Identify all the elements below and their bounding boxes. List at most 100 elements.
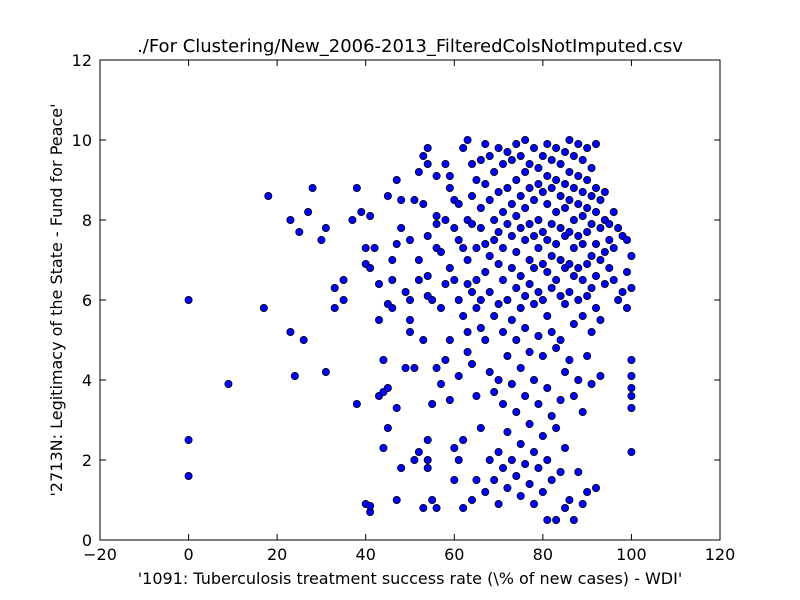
data-point	[530, 231, 539, 240]
data-point	[534, 287, 543, 296]
data-point	[569, 183, 578, 192]
data-point	[578, 275, 587, 284]
data-point	[543, 516, 552, 525]
data-point	[565, 227, 574, 236]
data-point	[574, 467, 583, 476]
data-point	[525, 279, 534, 288]
x-tick-label: 40	[356, 545, 376, 564]
data-point	[538, 431, 547, 440]
data-point	[534, 215, 543, 224]
data-point	[516, 303, 525, 312]
data-point	[574, 199, 583, 208]
data-point	[436, 247, 445, 256]
data-point	[614, 223, 623, 232]
data-point	[552, 143, 561, 152]
data-point	[419, 335, 428, 344]
data-point	[583, 487, 592, 496]
data-point	[605, 219, 614, 228]
data-point	[405, 235, 414, 244]
data-point	[512, 211, 521, 220]
data-point	[419, 503, 428, 512]
data-point	[503, 295, 512, 304]
data-point	[507, 315, 516, 324]
data-point	[507, 199, 516, 208]
data-point	[490, 167, 499, 176]
data-point	[436, 303, 445, 312]
data-point	[401, 363, 410, 372]
data-point	[184, 471, 193, 480]
data-point	[605, 263, 614, 272]
data-point	[623, 303, 632, 312]
data-point	[614, 295, 623, 304]
data-point	[379, 443, 388, 452]
data-point	[587, 379, 596, 388]
data-point	[547, 251, 556, 260]
data-point	[397, 223, 406, 232]
data-point	[592, 483, 601, 492]
data-point	[543, 311, 552, 320]
x-axis-title: '1091: Tuberculosis treatment success ra…	[138, 569, 682, 588]
data-point	[352, 399, 361, 408]
data-point	[476, 203, 485, 212]
data-point	[485, 251, 494, 260]
data-point	[569, 516, 578, 525]
data-point	[472, 243, 481, 252]
data-point	[578, 407, 587, 416]
data-point	[467, 287, 476, 296]
data-point	[459, 311, 468, 320]
data-point	[450, 475, 459, 484]
data-point	[184, 295, 193, 304]
data-point	[321, 223, 330, 232]
data-point	[525, 255, 534, 264]
data-point	[569, 319, 578, 328]
data-point	[357, 207, 366, 216]
data-point	[552, 239, 561, 248]
data-point	[264, 191, 273, 200]
data-point	[534, 163, 543, 172]
data-point	[583, 175, 592, 184]
data-point	[498, 463, 507, 472]
data-point	[538, 259, 547, 268]
data-point	[423, 463, 432, 472]
data-point	[494, 375, 503, 384]
data-point	[623, 235, 632, 244]
data-point	[507, 379, 516, 388]
x-axis: −20 0 20 40 60 80 100 120	[83, 60, 735, 564]
data-point	[490, 215, 499, 224]
data-point	[423, 231, 432, 240]
data-point	[507, 455, 516, 464]
data-point	[370, 243, 379, 252]
data-point	[605, 235, 614, 244]
data-point	[627, 251, 636, 260]
data-point	[445, 183, 454, 192]
data-point	[569, 243, 578, 252]
data-point	[498, 275, 507, 284]
data-point	[481, 179, 490, 188]
data-point	[366, 211, 375, 220]
data-point	[410, 363, 419, 372]
data-point	[454, 455, 463, 464]
y-axis: 0 2 4 6 8 10 12	[72, 51, 720, 550]
data-point	[512, 283, 521, 292]
y-tick-label: 0	[82, 531, 92, 550]
data-point	[578, 155, 587, 164]
y-axis-title: '2713N: Legitimacy of the State - Fund f…	[47, 104, 66, 497]
data-point	[348, 215, 357, 224]
data-point	[414, 255, 423, 264]
data-point	[583, 351, 592, 360]
data-point	[592, 139, 601, 148]
data-point	[534, 331, 543, 340]
data-point	[361, 243, 370, 252]
data-point	[565, 195, 574, 204]
data-point	[366, 263, 375, 272]
data-point	[596, 223, 605, 232]
data-point	[592, 239, 601, 248]
data-point	[503, 483, 512, 492]
data-point	[454, 199, 463, 208]
data-point	[525, 159, 534, 168]
data-point	[538, 295, 547, 304]
data-point	[525, 347, 534, 356]
data-point	[503, 183, 512, 192]
data-point	[574, 231, 583, 240]
data-point	[472, 275, 481, 284]
